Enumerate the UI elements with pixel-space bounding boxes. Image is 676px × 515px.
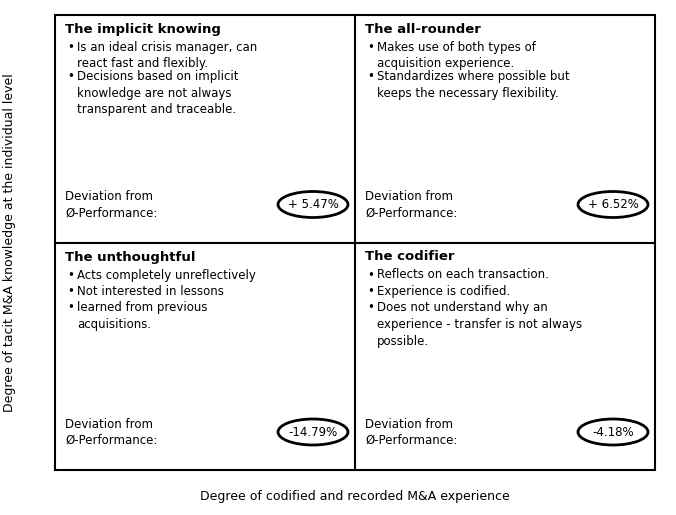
Text: •: •: [367, 70, 374, 83]
Text: The codifier: The codifier: [365, 250, 454, 264]
Text: •: •: [67, 268, 74, 282]
Text: •: •: [367, 301, 374, 315]
Text: •: •: [67, 41, 74, 54]
Text: Experience is codified.: Experience is codified.: [377, 285, 510, 298]
Text: Deviation from
Ø-Performance:: Deviation from Ø-Performance:: [365, 191, 458, 219]
Text: Deviation from
Ø-Performance:: Deviation from Ø-Performance:: [365, 418, 458, 447]
Text: -4.18%: -4.18%: [592, 425, 634, 438]
Text: Decisions based on implicit
knowledge are not always
transparent and traceable.: Decisions based on implicit knowledge ar…: [77, 70, 239, 116]
Text: Is an ideal crisis manager, can
react fast and flexibly.: Is an ideal crisis manager, can react fa…: [77, 41, 258, 71]
Text: The all-rounder: The all-rounder: [365, 23, 481, 36]
Ellipse shape: [578, 192, 648, 217]
Text: Deviation from
Ø-Performance:: Deviation from Ø-Performance:: [65, 418, 158, 447]
Text: •: •: [367, 285, 374, 298]
Text: The unthoughtful: The unthoughtful: [65, 250, 195, 264]
Text: Not interested in lessons: Not interested in lessons: [77, 285, 224, 298]
Text: Acts completely unreflectively: Acts completely unreflectively: [77, 268, 256, 282]
Text: •: •: [367, 268, 374, 282]
Text: + 5.47%: + 5.47%: [287, 198, 339, 211]
Text: -14.79%: -14.79%: [289, 425, 337, 438]
Text: •: •: [67, 285, 74, 298]
Bar: [55, 15, 655, 470]
Text: The implicit knowing: The implicit knowing: [65, 23, 221, 36]
Text: Makes use of both types of
acquisition experience.: Makes use of both types of acquisition e…: [377, 41, 536, 71]
Text: Does not understand why an
experience - transfer is not always
possible.: Does not understand why an experience - …: [377, 301, 582, 348]
Text: Standardizes where possible but
keeps the necessary flexibility.: Standardizes where possible but keeps th…: [377, 70, 570, 99]
Text: Degree of tacit M&A knowledge at the individual level: Degree of tacit M&A knowledge at the ind…: [3, 73, 16, 412]
Text: •: •: [367, 41, 374, 54]
Text: + 6.52%: + 6.52%: [587, 198, 638, 211]
Text: •: •: [67, 301, 74, 315]
Ellipse shape: [578, 419, 648, 445]
Text: learned from previous
acquisitions.: learned from previous acquisitions.: [77, 301, 208, 331]
Text: Degree of codified and recorded M&A experience: Degree of codified and recorded M&A expe…: [200, 490, 510, 503]
Text: •: •: [67, 70, 74, 83]
Text: Reflects on each transaction.: Reflects on each transaction.: [377, 268, 549, 282]
Ellipse shape: [278, 419, 348, 445]
Ellipse shape: [278, 192, 348, 217]
Text: Deviation from
Ø-Performance:: Deviation from Ø-Performance:: [65, 191, 158, 219]
